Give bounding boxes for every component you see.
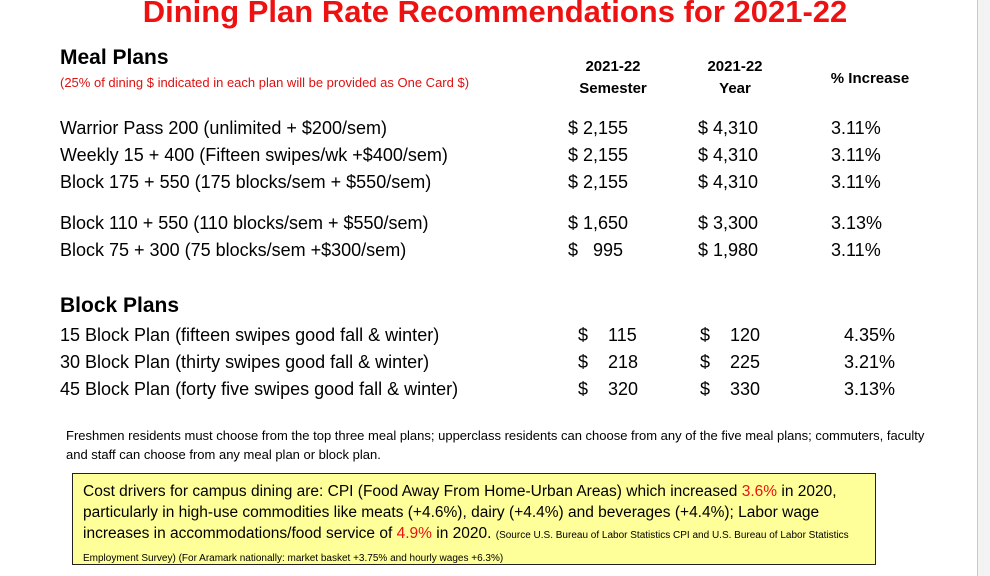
year-header-label: Year: [719, 80, 751, 97]
year-column-header: 2021-22 Year: [692, 56, 778, 100]
year-rate: $ 120: [700, 325, 761, 345]
wage-increase-value: 4.9%: [396, 525, 432, 542]
plan-label: Block 75 + 300 (75 blocks/sem +$300/sem): [60, 240, 407, 260]
cpi-increase-value: 3.6%: [741, 483, 778, 500]
percent-increase: 3.21%: [844, 352, 896, 372]
block-plan-row: 15 Block Plan (fifteen swipes good fall …: [0, 322, 977, 348]
page-title: Dining Plan Rate Recommendations for 202…: [142, 0, 848, 29]
plan-label: 45 Block Plan (forty five swipes good fa…: [60, 379, 459, 399]
meal-plan-row: Block 175 + 550 (175 blocks/sem + $550/s…: [0, 169, 977, 195]
plan-label: Block 175 + 550 (175 blocks/sem + $550/s…: [60, 172, 432, 192]
meal-plans-heading: Meal Plans: [60, 46, 169, 69]
meal-plan-row: Block 110 + 550 (110 blocks/sem + $550/s…: [0, 210, 977, 236]
cost-text-part3: in 2020.: [431, 525, 496, 542]
page-edge-shade: [978, 0, 990, 576]
year-rate: $ 3,300: [698, 213, 759, 233]
semester-rate: $ 2,155: [568, 145, 629, 165]
plan-label: Block 110 + 550 (110 blocks/sem + $550/s…: [60, 213, 429, 233]
block-plans-heading: Block Plans: [60, 294, 180, 317]
semester-header-year: 2021-22: [585, 58, 641, 75]
year-rate: $ 4,310: [698, 172, 759, 192]
meal-plan-row: Weekly 15 + 400 (Fifteen swipes/wk +$400…: [0, 142, 977, 168]
semester-column-header: 2021-22 Semester: [570, 56, 656, 100]
percent-increase: 4.35%: [844, 325, 896, 345]
plan-label: Warrior Pass 200 (unlimited + $200/sem): [60, 118, 387, 138]
percent-increase: 3.11%: [831, 172, 881, 192]
meal-plan-row: Warrior Pass 200 (unlimited + $200/sem) …: [0, 115, 977, 141]
source-note: (Source U.S. Bureau of Labor Statistics …: [83, 530, 849, 564]
semester-rate: $ 115: [578, 325, 637, 345]
plan-label: 30 Block Plan (thirty swipes good fall &…: [60, 352, 430, 372]
semester-header-label: Semester: [579, 80, 647, 97]
block-plan-row: 30 Block Plan (thirty swipes good fall &…: [0, 349, 977, 375]
semester-rate: $ 2,155: [568, 118, 629, 138]
year-rate: $ 330: [700, 379, 761, 399]
plan-label: 15 Block Plan (fifteen swipes good fall …: [60, 325, 440, 345]
percent-increase: 3.11%: [831, 118, 881, 138]
one-card-note: (25% of dining $ indicated in each plan …: [60, 75, 470, 90]
page-edge-rule: [977, 0, 978, 576]
cost-text-part2: in 2020, particularly in high-use commod…: [83, 483, 837, 542]
percent-increase: 3.11%: [831, 240, 881, 260]
semester-rate: $ 2,155: [568, 172, 629, 192]
year-rate: $ 225: [700, 352, 761, 372]
year-rate: $ 1,980: [698, 240, 759, 260]
year-rate: $ 4,310: [698, 118, 759, 138]
cost-drivers-box: Cost drivers for campus dining are: CPI …: [72, 473, 876, 565]
year-rate: $ 4,310: [698, 145, 759, 165]
percent-increase: 3.13%: [844, 379, 896, 399]
semester-rate: $ 1,650: [568, 213, 629, 233]
semester-rate: $ 320: [578, 379, 639, 399]
increase-column-header: % Increase: [830, 70, 910, 87]
cost-text-part1: Cost drivers for campus dining are: CPI …: [83, 483, 742, 500]
block-plan-row: 45 Block Plan (forty five swipes good fa…: [0, 376, 977, 402]
meal-plan-row: Block 75 + 300 (75 blocks/sem +$300/sem)…: [0, 237, 977, 263]
semester-rate: $ 995: [568, 240, 624, 260]
percent-increase: 3.13%: [831, 213, 883, 233]
year-header-year: 2021-22: [707, 58, 763, 75]
percent-increase: 3.11%: [831, 145, 881, 165]
eligibility-note: Freshmen residents must choose from the …: [66, 428, 925, 462]
semester-rate: $ 218: [578, 352, 639, 372]
plan-label: Weekly 15 + 400 (Fifteen swipes/wk +$400…: [60, 145, 448, 165]
